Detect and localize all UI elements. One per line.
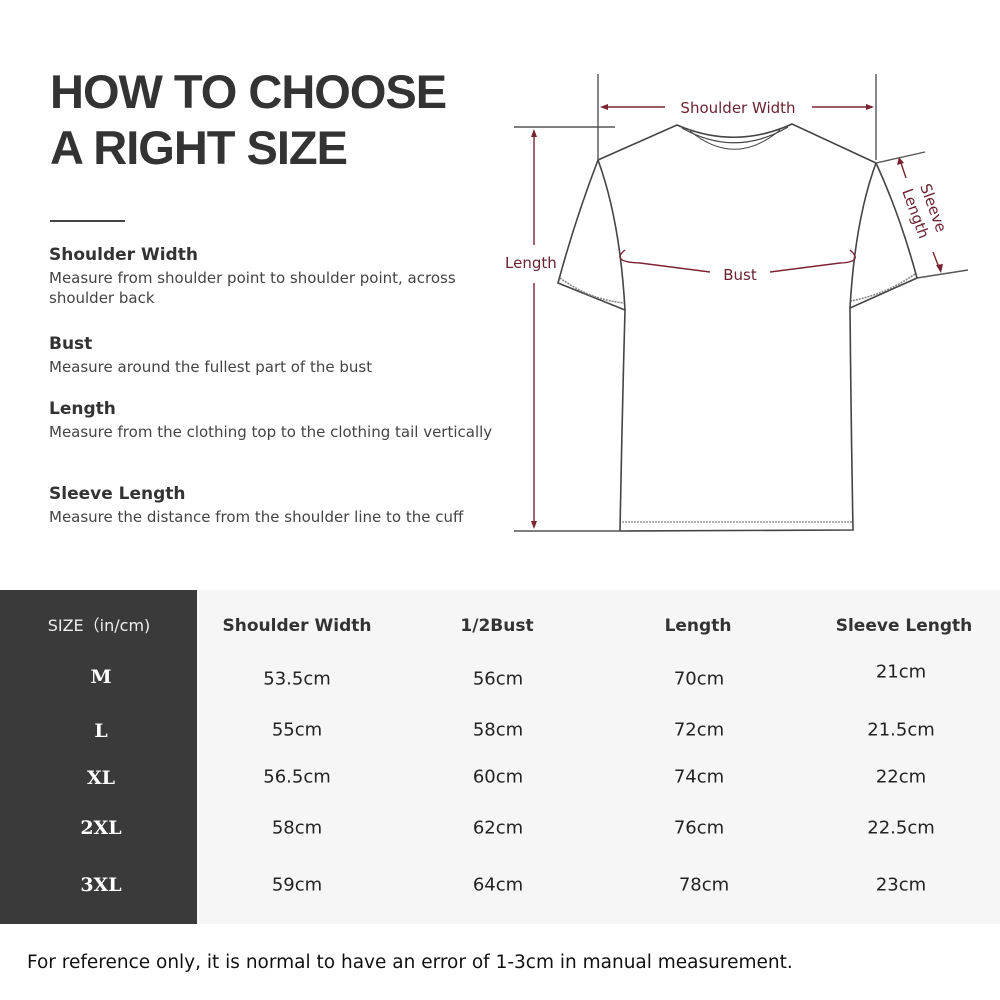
definition-desc: Measure from the clothing top to the clo… xyxy=(49,423,493,441)
definition-shoulder-width: Shoulder Width Measure from shoulder poi… xyxy=(49,244,499,308)
cell-length: 72cm xyxy=(673,719,725,741)
cell-shoulder: 55cm xyxy=(271,719,323,741)
header-shoulder-width: Shoulder Width xyxy=(222,616,372,636)
tshirt-diagram: Shoulder Width Length Bust Sleeve Length xyxy=(505,74,969,532)
page-title: HOW TO CHOOSE A RIGHT SIZE xyxy=(50,64,447,176)
definition-bust: Bust Measure around the fullest part of … xyxy=(49,333,499,377)
definition-term: Bust xyxy=(49,334,93,354)
cell-shoulder: 53.5cm xyxy=(263,668,331,690)
size-label: L xyxy=(94,720,108,742)
cell-shoulder: 56.5cm xyxy=(263,766,331,788)
header-size: SIZE（in/cm) xyxy=(47,616,151,635)
size-label: XL xyxy=(86,767,116,789)
header-length: Length xyxy=(664,616,732,636)
cell-length: 74cm xyxy=(673,766,725,788)
cell-sleeve: 22.5cm xyxy=(867,817,935,839)
cell-sleeve: 21.5cm xyxy=(867,719,935,741)
tshirt-outline xyxy=(557,123,918,532)
cell-bust: 56cm xyxy=(472,668,524,690)
cell-bust: 60cm xyxy=(472,766,524,788)
definition-desc: Measure around the fullest part of the b… xyxy=(49,358,373,376)
divider xyxy=(50,220,125,222)
cell-shoulder: 59cm xyxy=(271,874,323,896)
measurement-lines xyxy=(514,74,969,532)
cell-length: 70cm xyxy=(673,668,725,690)
cell-shoulder: 58cm xyxy=(271,817,323,839)
label-shoulder-width: Shoulder Width xyxy=(680,99,795,117)
definition-desc: Measure the distance from the shoulder l… xyxy=(49,508,464,526)
definition-desc: Measure from shoulder point to shoulder … xyxy=(49,269,456,307)
title-line-1: HOW TO CHOOSE xyxy=(50,65,447,118)
cell-sleeve: 22cm xyxy=(875,766,927,788)
cell-bust: 58cm xyxy=(472,719,524,741)
cell-bust: 64cm xyxy=(472,874,524,896)
cell-length: 76cm xyxy=(673,817,725,839)
definition-term: Length xyxy=(49,399,116,419)
cell-bust: 62cm xyxy=(472,817,524,839)
size-column-panel xyxy=(0,590,197,924)
cell-length: 78cm xyxy=(678,874,730,896)
size-table-panel xyxy=(197,590,1000,924)
arrow-heads xyxy=(531,104,943,529)
definition-term: Sleeve Length xyxy=(49,484,186,504)
cell-sleeve: 23cm xyxy=(875,874,927,896)
label-length: Length xyxy=(505,254,557,272)
size-label: 2XL xyxy=(80,817,122,839)
header-half-bust: 1/2Bust xyxy=(460,616,534,636)
definition-term: Shoulder Width xyxy=(49,245,198,265)
header-sleeve-length: Sleeve Length xyxy=(835,616,973,636)
title-line-2: A RIGHT SIZE xyxy=(50,121,348,174)
cell-sleeve: 21cm xyxy=(875,661,927,683)
definition-length: Length Measure from the clothing top to … xyxy=(49,398,499,442)
size-label: 3XL xyxy=(80,874,122,896)
footnote: For reference only, it is normal to have… xyxy=(27,952,793,973)
definition-sleeve-length: Sleeve Length Measure the distance from … xyxy=(49,483,499,527)
size-label: M xyxy=(90,666,112,688)
label-bust: Bust xyxy=(723,266,757,284)
